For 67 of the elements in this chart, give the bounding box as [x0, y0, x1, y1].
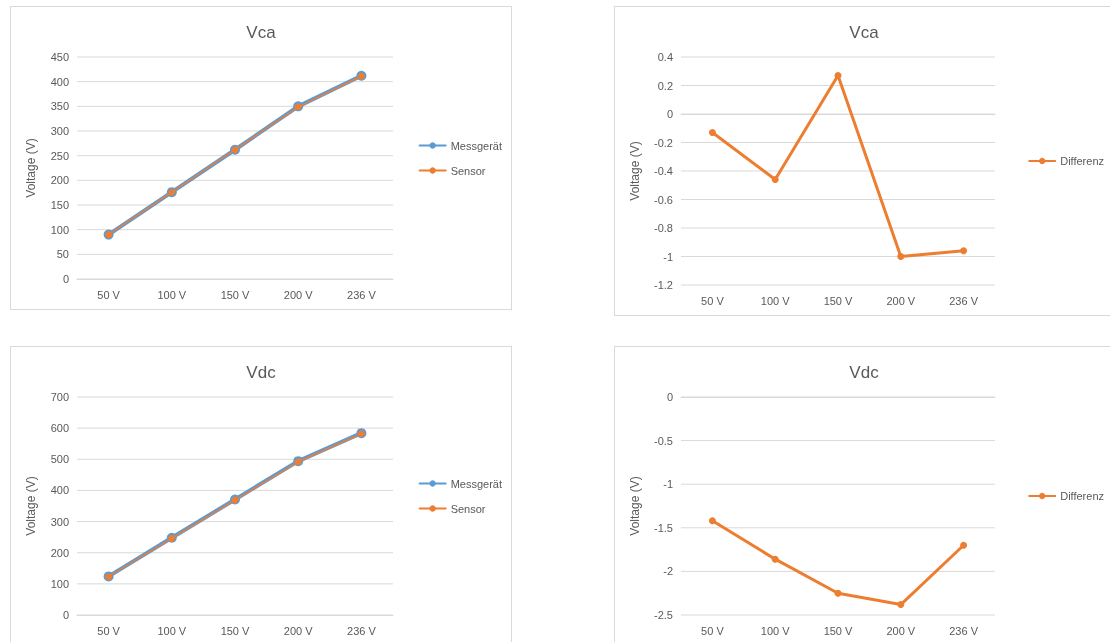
y-axis-title: Voltage (V): [628, 141, 642, 201]
y-tick-label: 0: [62, 609, 69, 621]
y-tick-label: -1.5: [654, 521, 673, 534]
y-tick-label: 700: [50, 391, 69, 403]
legend-label: Sensor: [450, 164, 486, 177]
y-tick-label: 0: [62, 273, 69, 285]
y-tick-label: 100: [50, 577, 69, 590]
x-tick-label: 150 V: [823, 294, 854, 307]
y-tick-label: 150: [50, 199, 69, 211]
x-tick-label: 150 V: [220, 624, 251, 637]
legend-label: Messgerät: [450, 477, 503, 490]
y-tick-label: -2: [663, 565, 673, 578]
y-tick-label: -0.4: [654, 165, 673, 177]
y-tick-label: 300: [50, 125, 69, 137]
y-tick-label: 0: [666, 391, 673, 403]
x-tick-label: 150 V: [823, 624, 854, 637]
y-tick-label: 0: [666, 108, 673, 120]
y-tick-label: -1: [663, 250, 673, 263]
x-tick-label: 236 V: [347, 624, 377, 637]
y-tick-label: 500: [50, 453, 69, 466]
y-tick-label: 400: [50, 75, 69, 88]
y-axis-title: Voltage (V): [628, 476, 642, 536]
x-tick-label: 100 V: [760, 294, 791, 307]
chart-title: Vca: [246, 23, 277, 42]
y-axis-title: Voltage (V): [24, 138, 38, 198]
x-tick-label: 100 V: [760, 624, 791, 637]
legend-label: Differenz: [1060, 490, 1105, 502]
y-tick-label: -2.5: [654, 609, 673, 621]
y-tick-label: 600: [50, 422, 69, 435]
x-tick-label: 200 V: [283, 624, 314, 637]
x-tick-label: 200 V: [886, 624, 916, 637]
x-tick-label: 236 V: [949, 294, 979, 307]
chart-title: Vdc: [246, 363, 277, 382]
x-tick-label: 100 V: [157, 288, 187, 301]
y-tick-label: -1: [663, 478, 673, 491]
x-tick-label: 236 V: [347, 288, 377, 301]
y-tick-label: 50: [56, 248, 69, 261]
y-tick-label: 0.2: [657, 79, 673, 92]
y-tick-label: -0.6: [654, 193, 673, 206]
legend-label: Messgerät: [450, 139, 503, 152]
x-tick-label: 150 V: [220, 288, 251, 301]
x-tick-label: 50 V: [701, 294, 725, 307]
chart-title: Vca: [849, 23, 880, 42]
x-tick-label: 236 V: [949, 624, 979, 637]
x-tick-label: 200 V: [283, 288, 314, 301]
y-tick-label: 200: [50, 546, 69, 559]
legend-label: Differenz: [1060, 155, 1105, 167]
x-tick-label: 50 V: [97, 288, 121, 301]
x-tick-label: 50 V: [701, 624, 725, 637]
y-tick-label: 400: [50, 484, 69, 497]
x-tick-label: 50 V: [97, 624, 121, 637]
y-tick-label: -0.5: [654, 434, 673, 447]
y-tick-label: -1.2: [654, 279, 673, 291]
y-axis-title: Voltage (V): [24, 476, 38, 536]
x-tick-label: 100 V: [157, 624, 187, 637]
y-tick-label: -0.2: [654, 136, 673, 149]
x-tick-label: 200 V: [886, 294, 916, 307]
legend-label: Sensor: [450, 502, 486, 515]
y-tick-label: 350: [50, 100, 69, 113]
y-tick-label: 250: [50, 149, 69, 162]
y-tick-label: 100: [50, 223, 69, 236]
y-tick-label: 450: [50, 51, 69, 63]
y-tick-label: 200: [50, 174, 69, 187]
y-tick-label: 300: [50, 515, 69, 528]
y-tick-label: -0.8: [654, 222, 673, 234]
chart-title: Vdc: [849, 363, 880, 382]
y-tick-label: 0.4: [657, 51, 673, 63]
